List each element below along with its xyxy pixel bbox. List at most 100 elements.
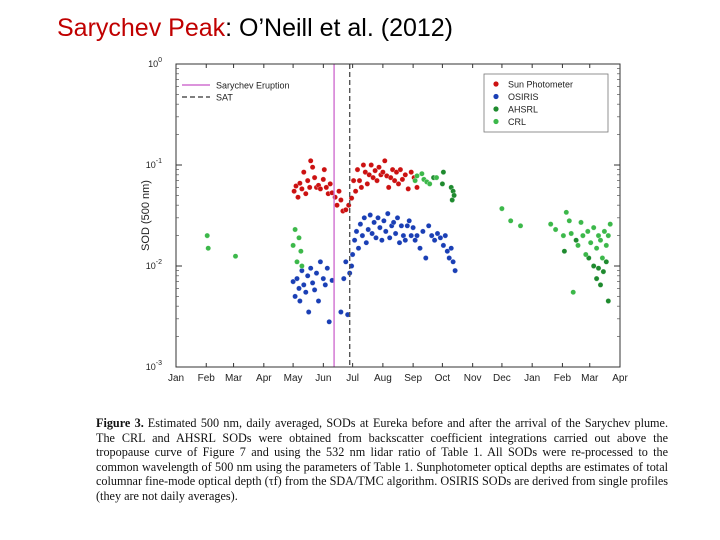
data-point — [396, 239, 403, 246]
legend-marker — [493, 118, 499, 125]
y-tick-label: 100 — [148, 57, 162, 69]
legend-series-label: AHSRL — [508, 105, 538, 115]
data-point — [368, 162, 374, 168]
data-point — [385, 210, 391, 217]
series-crl — [204, 170, 613, 295]
data-point — [499, 205, 505, 212]
series-osiris — [290, 210, 458, 325]
x-tick-label: Feb — [198, 373, 216, 384]
data-point — [355, 245, 362, 251]
data-point — [425, 223, 432, 229]
data-point — [332, 194, 338, 200]
series-ahsrl — [430, 169, 612, 304]
data-point — [309, 164, 316, 170]
data-point — [607, 221, 613, 227]
caption-text: Estimated 500 nm, daily averaged, SODs a… — [96, 416, 668, 503]
data-point — [304, 177, 311, 184]
data-point — [590, 263, 597, 269]
data-point — [359, 232, 366, 239]
data-point — [304, 273, 311, 279]
x-tick-label: Jan — [168, 373, 184, 384]
data-point — [232, 253, 239, 259]
data-point — [451, 192, 457, 199]
slide-title: Sarychev Peak: O’Neill et al. (2012) — [57, 14, 453, 43]
data-point — [343, 259, 349, 265]
data-point — [586, 255, 592, 261]
data-point — [417, 245, 423, 251]
data-point — [452, 267, 458, 274]
data-point — [307, 158, 314, 164]
data-point — [299, 267, 305, 274]
data-point — [575, 242, 581, 249]
reference-lines — [333, 64, 351, 367]
data-point — [552, 226, 559, 233]
x-tick-label: Feb — [554, 373, 572, 384]
data-point — [597, 237, 604, 243]
data-point — [323, 184, 330, 191]
data-point — [294, 275, 300, 282]
data-point — [303, 190, 309, 197]
data-point — [311, 174, 318, 181]
data-point — [303, 289, 309, 295]
data-point — [440, 242, 447, 249]
data-point — [301, 169, 307, 175]
data-point — [406, 218, 412, 224]
data-point — [292, 293, 298, 300]
legend-series-label: OSIRIS — [508, 92, 539, 102]
data-point — [338, 197, 344, 203]
data-point — [366, 172, 372, 178]
data-point — [444, 248, 451, 254]
data-point — [306, 184, 313, 191]
data-point — [343, 207, 349, 213]
data-point — [290, 242, 296, 249]
y-axis-label: SOD (500 nm) — [140, 180, 152, 251]
data-point — [326, 319, 332, 325]
data-point — [320, 275, 327, 282]
data-point — [309, 280, 316, 286]
legend-marker — [493, 81, 499, 87]
data-point — [449, 197, 455, 203]
sod-scatter-chart: Jan Feb Mar Apr May Jun Jul Aug Sep Oct Nov Dec Jan F… — [140, 57, 628, 384]
data-point — [363, 239, 370, 246]
data-point — [428, 232, 435, 239]
data-point — [583, 251, 589, 258]
data-point — [566, 218, 573, 224]
data-point — [357, 221, 364, 227]
data-point — [573, 237, 579, 243]
data-point — [439, 181, 446, 187]
data-point — [414, 232, 420, 239]
data-point — [377, 224, 383, 231]
data-point — [408, 232, 414, 239]
data-point — [593, 245, 600, 251]
data-point — [315, 298, 322, 304]
data-point — [563, 209, 570, 216]
x-tick-label: Jan — [524, 373, 540, 384]
data-point — [313, 270, 320, 276]
x-tick-label: Aug — [374, 373, 392, 384]
data-point — [369, 230, 375, 237]
data-point — [358, 184, 365, 191]
data-point — [341, 275, 347, 282]
x-tick-label: Dec — [493, 373, 511, 384]
data-point — [334, 202, 340, 208]
data-point — [297, 298, 303, 304]
data-point — [398, 223, 405, 229]
data-point — [426, 181, 433, 187]
data-point — [376, 164, 382, 170]
data-point — [374, 177, 380, 184]
data-point — [389, 166, 396, 173]
legend-line-label: Sarychev Eruption — [216, 81, 290, 91]
data-point — [372, 167, 378, 174]
data-point — [299, 263, 305, 269]
data-point — [399, 176, 406, 183]
data-point — [320, 176, 327, 183]
data-point — [437, 235, 444, 241]
data-point — [393, 169, 400, 175]
data-point — [517, 223, 524, 229]
data-point — [597, 282, 604, 288]
data-point — [599, 255, 606, 261]
data-point — [587, 239, 594, 246]
data-point — [352, 188, 359, 194]
data-point — [387, 174, 394, 181]
x-tick-label: Jun — [315, 373, 331, 384]
